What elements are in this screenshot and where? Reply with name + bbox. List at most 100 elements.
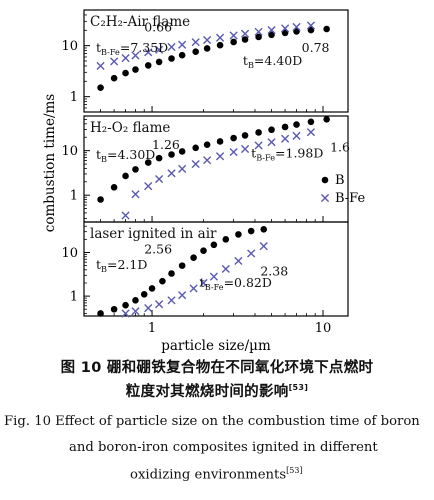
data-point-b-fe	[131, 307, 140, 316]
legend-label: B-Fe	[335, 191, 365, 206]
data-point-b	[144, 62, 152, 69]
data-point-b-fe	[221, 264, 230, 274]
data-point-b	[178, 262, 186, 269]
data-point-b	[235, 231, 242, 238]
y-tick-label: 10	[61, 39, 78, 54]
data-point-b-fe	[280, 134, 290, 143]
data-point-b	[122, 69, 129, 77]
data-point-b	[148, 285, 156, 292]
data-point-b	[323, 25, 330, 33]
annotation: 2.38	[260, 263, 288, 278]
combustion-chart: C₂H₂-Air flame 1 10 0.66 tB-Fe=7.35D tB=4.40D…	[42, 9, 365, 354]
annotation: 0.78	[302, 40, 330, 55]
data-point-b-fe	[131, 51, 140, 60]
data-point-b-fe	[209, 272, 218, 281]
data-point-b	[268, 31, 275, 39]
data-point-b	[281, 29, 289, 37]
data-point-b	[230, 38, 237, 46]
data-point-b	[178, 148, 186, 155]
data-point-b-fe	[191, 159, 200, 169]
data-point-b	[97, 196, 104, 203]
data-point-b-fe	[240, 144, 250, 154]
y-tick-label: 1	[70, 189, 78, 204]
data-point-b-fe	[234, 256, 243, 266]
data-point-b-fe	[121, 54, 130, 63]
data-point-b-fe	[191, 38, 200, 47]
data-point-b-fe	[121, 309, 130, 318]
data-point-b	[144, 159, 152, 166]
data-point-b-fe	[110, 57, 119, 66]
legend-marker-b	[321, 176, 329, 184]
data-point-b-fe	[240, 29, 250, 38]
annotation: tB=2.1D	[96, 257, 147, 274]
data-point-b-fe	[199, 278, 208, 288]
data-point-b-fe	[267, 138, 276, 147]
data-point-b	[216, 41, 224, 49]
data-point-b	[281, 123, 289, 131]
data-point-b-fe	[144, 304, 153, 313]
caption-zh-line2: 粒度对其燃烧时间的影响[53]	[125, 383, 309, 400]
caption-zh-ref: [53]	[288, 383, 309, 393]
data-point-b-fe	[259, 242, 268, 251]
data-point-b-fe	[155, 174, 164, 184]
data-point-b-fe	[280, 24, 290, 33]
data-point-b	[200, 247, 207, 254]
caption-en-line2: and boron-iron composites ignited in dif…	[69, 440, 378, 455]
caption-zh-line1: 图 10 硼和硼铁复合物在不同氧化环境下点燃时	[60, 360, 374, 376]
annotation: 0.66	[144, 19, 172, 34]
data-point-b-fe	[247, 249, 256, 258]
data-point-b-fe	[215, 152, 225, 161]
data-point-b	[190, 254, 197, 261]
data-point-b-fe	[178, 164, 187, 173]
data-point-b	[203, 141, 211, 149]
annotation: tB=4.30D	[96, 147, 155, 164]
x-tick-label: 1	[148, 321, 156, 336]
x-axis-label: particle size/µm	[161, 338, 271, 354]
y-tick-label: 1	[70, 290, 78, 305]
panel-title-2: H₂-O₂ flame	[90, 120, 170, 136]
data-point-b-fe	[215, 33, 225, 42]
data-point-b	[122, 301, 129, 309]
data-point-b-fe	[292, 22, 301, 32]
data-point-b	[192, 48, 199, 56]
data-point-b	[110, 74, 118, 82]
data-point-b-fe	[178, 291, 187, 300]
data-point-b	[132, 66, 139, 73]
caption-en-ref: [53]	[286, 466, 303, 475]
data-point-b	[132, 297, 139, 304]
data-point-b	[159, 277, 166, 285]
data-point-b-fe	[121, 211, 130, 220]
data-point-b	[293, 28, 300, 35]
panel-title-3: laser ignited in air	[90, 226, 217, 242]
legend-label: B	[335, 173, 345, 188]
data-point-b	[260, 226, 268, 233]
data-point-b-fe	[203, 156, 212, 165]
data-point-b	[222, 236, 230, 243]
data-point-b-fe	[155, 300, 164, 309]
data-point-b	[97, 84, 104, 91]
y-tick-label: 10	[61, 144, 78, 159]
data-point-b	[268, 126, 275, 134]
data-point-b	[110, 184, 118, 191]
panel-title-1: C₂H₂-Air flame	[90, 14, 190, 30]
x-tick-label: 10	[315, 321, 332, 336]
data-point-b-fe	[144, 48, 153, 57]
data-point-b-fe	[144, 182, 153, 191]
data-point-b-fe	[131, 190, 140, 199]
annotation: tB-Fe=7.35D	[96, 40, 168, 57]
y-tick-label: 1	[70, 90, 78, 105]
data-point-b	[110, 305, 118, 313]
data-point-b	[293, 121, 300, 128]
data-point-b	[247, 227, 255, 235]
data-point-b-fe	[155, 45, 164, 54]
data-point-b-fe	[254, 27, 263, 36]
data-point-b-fe	[267, 25, 276, 35]
data-point-b	[97, 310, 104, 317]
data-point-b-fe	[203, 35, 212, 45]
data-point-b-fe	[96, 61, 105, 71]
data-point-b	[168, 151, 175, 158]
data-point-b	[168, 55, 175, 62]
data-point-b	[323, 116, 330, 123]
data-point-b	[241, 132, 249, 139]
annotation: 1.6	[330, 140, 350, 155]
